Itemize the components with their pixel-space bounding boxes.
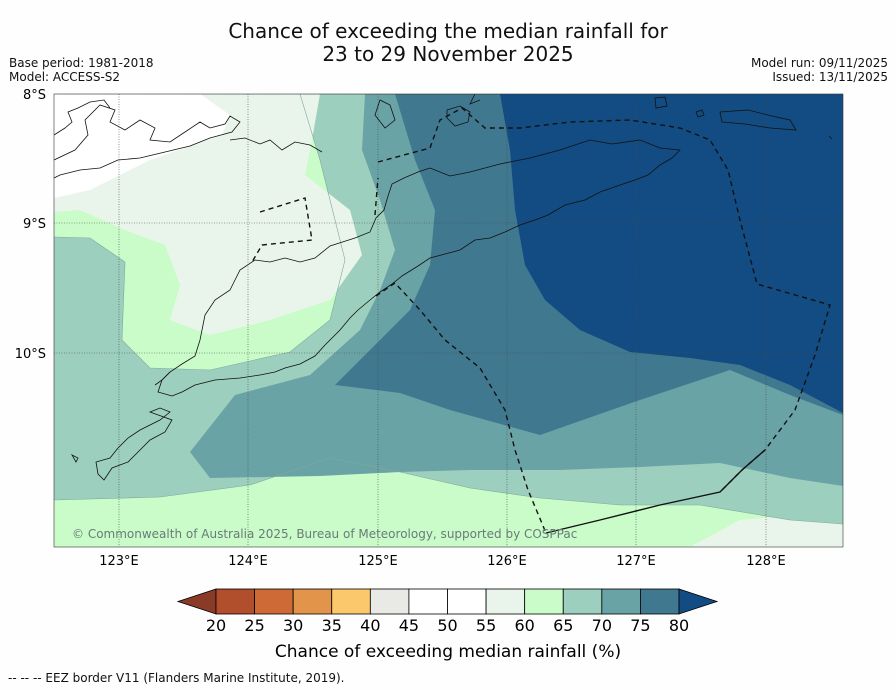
colorbar-segment (331, 588, 371, 615)
lat-label-9s: 9°S (23, 217, 46, 232)
colorbar-tick-label: 20 (206, 616, 226, 635)
colorbar-tick-label: 45 (399, 616, 419, 635)
lon-label-123e: 123°E (99, 554, 139, 569)
copyright-text: © Commonwealth of Australia 2025, Bureau… (72, 527, 577, 541)
eez-borders (251, 107, 831, 534)
colorbar-segment (601, 588, 641, 615)
colorbar-tick-label: 40 (360, 616, 380, 635)
lat-label-10s: 10°S (15, 347, 46, 362)
zone-50-55 (54, 94, 230, 198)
colorbar-title: Chance of exceeding median rainfall (%) (275, 642, 621, 662)
title-line-2: 23 to 29 November 2025 (322, 42, 574, 66)
eez-border-solid (545, 449, 766, 534)
colorbar-tick-label: 70 (592, 616, 612, 635)
colorbar-tick-label: 30 (283, 616, 303, 635)
map-frame (53, 93, 844, 548)
colorbar-segment (562, 588, 603, 615)
title-line-1: Chance of exceeding the median rainfall … (228, 19, 668, 43)
lon-label-124e: 124°E (228, 554, 268, 569)
lon-label-126e: 126°E (487, 554, 527, 569)
colorbar-tick-label: 35 (322, 616, 342, 635)
colorbar-segment (254, 588, 294, 615)
colorbar-segment (292, 588, 333, 615)
colorbar-segment (524, 588, 564, 615)
colorbar-tick-label: 65 (553, 616, 573, 635)
lon-label-125e: 125°E (358, 554, 398, 569)
colorbar-segment (215, 588, 255, 615)
colorbar-tick-label: 60 (514, 616, 534, 635)
colorbar-tick-label: 55 (476, 616, 496, 635)
colorbar-segment (447, 588, 487, 615)
colorbar-segment (485, 588, 526, 615)
colorbar-arrow-high (678, 588, 719, 615)
colorbar-arrow-low (176, 588, 217, 615)
coastlines (54, 94, 833, 481)
colorbar-tick-label: 25 (244, 616, 264, 635)
lat-label-8s: 8°S (23, 88, 46, 103)
colorbar: 20 25 30 35 40 45 50 55 60 65 70 75 80 (176, 588, 719, 635)
colorbar-tick-label: 75 (630, 616, 650, 635)
colorbar-segment (369, 588, 410, 615)
model-run: Model run: 09/11/2025 (750, 56, 888, 70)
model-name: Model: ACCESS-S2 (9, 70, 121, 84)
zone-80-plus (500, 94, 843, 413)
base-period: Base period: 1981-2018 (9, 56, 154, 70)
gridlines (54, 94, 843, 547)
zone-55-60-southeast (690, 515, 843, 547)
eez-legend-note: -- -- -- EEZ border V11 (Flanders Marine… (8, 671, 345, 685)
lon-label-127e: 127°E (616, 554, 656, 569)
lon-label-128e: 128°E (746, 554, 786, 569)
rainfall-map: © Commonwealth of Australia 2025, Bureau… (54, 94, 843, 547)
colorbar-segment (640, 588, 680, 615)
colorbar-segment (408, 588, 448, 615)
colorbar-tick-label: 80 (669, 616, 689, 635)
colorbar-tick-label: 50 (437, 616, 457, 635)
issued-date: Issued: 13/11/2025 (772, 70, 888, 84)
